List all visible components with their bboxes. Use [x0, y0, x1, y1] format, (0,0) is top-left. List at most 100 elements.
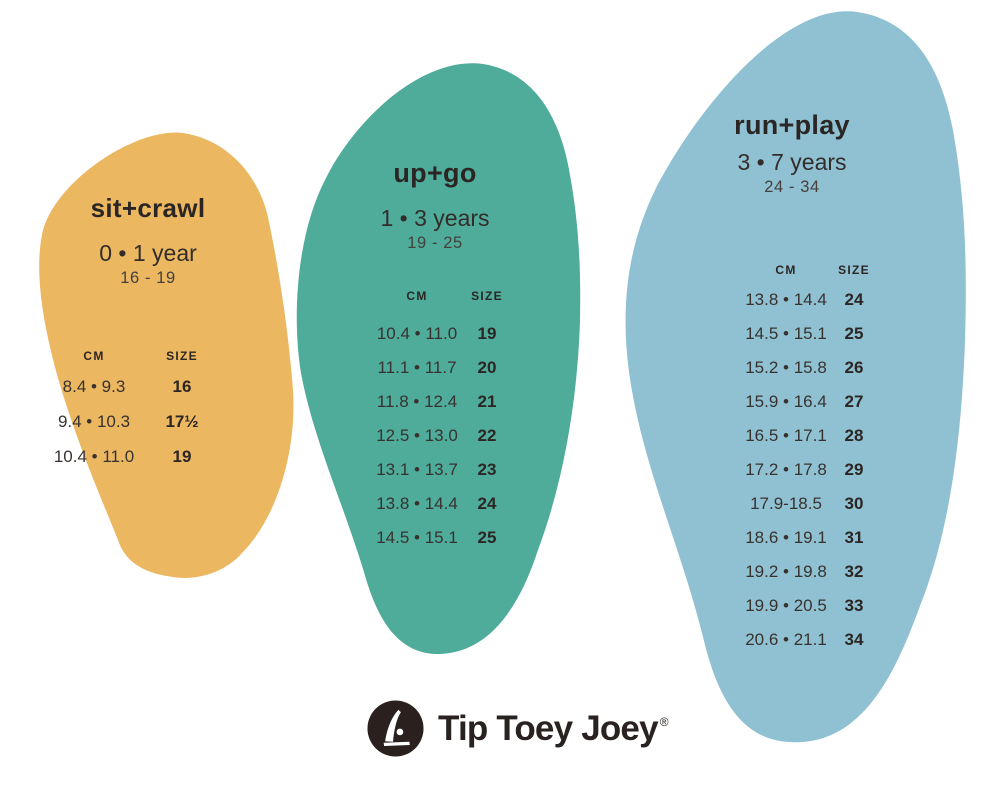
cm-value: 14.5 • 15.1: [745, 324, 827, 343]
size-value: 16: [172, 376, 192, 396]
size-column-header: SIZE: [838, 263, 870, 277]
size-row: 16.5 • 17.1 28: [736, 419, 872, 453]
size-value: 24: [844, 290, 864, 309]
bending-child-icon: [367, 700, 424, 757]
cm-value: 15.9 • 16.4: [745, 392, 827, 411]
size-value: 23: [477, 460, 497, 479]
table-header: CM SIZE: [367, 283, 507, 309]
table-body: 8.4 • 9.3 16 9.4 • 10.3 17½ 10.4 • 11.0 …: [38, 369, 214, 474]
size-row: 9.4 • 10.3 17½: [38, 404, 214, 439]
size-value: 24: [477, 494, 497, 513]
size-row: 13.8 • 14.4 24: [367, 487, 507, 521]
cm-value: 17.9-18.5: [750, 494, 822, 513]
cm-column-header: CM: [406, 289, 428, 303]
table-body: 10.4 • 11.0 19 11.1 • 11.7 20 11.8 • 12.…: [367, 317, 507, 555]
cm-value: 13.1 • 13.7: [376, 460, 458, 479]
footprint-shape-up-go: [296, 63, 581, 655]
size-row: 11.8 • 12.4 21: [367, 385, 507, 419]
cm-value: 19.2 • 19.8: [745, 562, 827, 581]
size-table: CM SIZE 8.4 • 9.3 16 9.4 • 10.3 17½: [38, 343, 214, 474]
group-header: up+go 1 • 3 years 19 - 25: [288, 158, 582, 254]
size-row: 8.4 • 9.3 16: [38, 369, 214, 404]
brand-footer: Tip Toey Joey ®: [366, 699, 669, 766]
size-table: CM SIZE 13.8 • 14.4 24 14.5 • 15.1 25: [736, 257, 872, 657]
cm-value: 10.4 • 11.0: [376, 324, 458, 343]
size-column-header: SIZE: [166, 349, 198, 363]
size-row: 11.1 • 11.7 20: [367, 351, 507, 385]
size-value: 22: [477, 426, 497, 445]
group-title: sit+crawl: [90, 193, 206, 223]
size-row: 18.6 • 19.1 31: [736, 521, 872, 555]
footprint-run-play: run+play 3 • 7 years 24 - 34 CM SIZE 13.…: [612, 6, 968, 748]
size-value: 21: [477, 392, 497, 411]
group-size-range: 24 - 34: [764, 178, 820, 196]
size-value: 29: [844, 460, 864, 479]
size-row: 14.5 • 15.1 25: [367, 521, 507, 555]
size-row: 13.1 • 13.7 23: [367, 453, 507, 487]
group-size-range: 16 - 19: [120, 269, 176, 287]
size-row: 17.9-18.5 30: [736, 487, 872, 521]
size-value: 19: [477, 324, 497, 343]
group-age: 3 • 7 years: [737, 149, 847, 175]
table-header: CM SIZE: [38, 343, 214, 369]
table-header: CM SIZE: [736, 257, 872, 283]
size-column-header: SIZE: [471, 289, 503, 303]
size-row: 15.9 • 16.4 27: [736, 385, 872, 419]
group-age: 0 • 1 year: [99, 240, 197, 266]
footprint-shape-sit-crawl: [39, 132, 294, 578]
cm-value: 15.2 • 15.8: [745, 358, 827, 377]
cm-value: 16.5 • 17.1: [745, 426, 827, 445]
size-row: 13.8 • 14.4 24: [736, 283, 872, 317]
group-age: 1 • 3 years: [380, 205, 490, 231]
size-value: 34: [844, 630, 864, 649]
size-table: CM SIZE 10.4 • 11.0 19 11.1 • 11.7 20: [367, 283, 507, 555]
group-title: run+play: [734, 110, 850, 140]
group-header: sit+crawl 0 • 1 year 16 - 19: [0, 193, 300, 289]
size-value: 26: [844, 358, 864, 377]
size-value: 20: [477, 358, 497, 377]
size-value: 33: [844, 596, 864, 615]
table-body: 13.8 • 14.4 24 14.5 • 15.1 25 15.2 • 15.…: [736, 283, 872, 657]
footprint-shape-run-play: [625, 11, 966, 743]
size-value: 32: [844, 562, 864, 581]
group-header: run+play 3 • 7 years 24 - 34: [616, 110, 968, 198]
size-row: 15.2 • 15.8 26: [736, 351, 872, 385]
footprint-sit-crawl: sit+crawl 0 • 1 year 16 - 19 CM SIZE 8.4…: [30, 125, 300, 585]
size-row: 19.2 • 19.8 32: [736, 555, 872, 589]
cm-value: 13.8 • 14.4: [745, 290, 827, 309]
cm-value: 19.9 • 20.5: [745, 596, 827, 615]
registered-mark: ®: [659, 715, 669, 729]
cm-value: 9.4 • 10.3: [57, 411, 131, 431]
size-row: 14.5 • 15.1 25: [736, 317, 872, 351]
cm-value: 13.8 • 14.4: [376, 494, 458, 513]
footprint-up-go: up+go 1 • 3 years 19 - 25 CM SIZE 10.4 •…: [288, 60, 582, 660]
size-row: 12.5 • 13.0 22: [367, 419, 507, 453]
size-row: 17.2 • 17.8 29: [736, 453, 872, 487]
cm-value: 11.1 • 11.7: [377, 358, 457, 377]
brand-name-text: Tip Toey Joey: [438, 709, 659, 748]
size-row: 10.4 • 11.0 19: [38, 439, 214, 474]
group-title: up+go: [393, 158, 477, 188]
size-value: 25: [844, 324, 864, 343]
cm-value: 12.5 • 13.0: [376, 426, 458, 445]
size-value: 27: [844, 392, 864, 411]
size-value: 25: [477, 528, 497, 547]
cm-value: 10.4 • 11.0: [53, 446, 135, 466]
cm-value: 14.5 • 15.1: [376, 528, 458, 547]
size-value: 30: [844, 494, 864, 513]
size-value: 17½: [165, 411, 199, 431]
cm-value: 20.6 • 21.1: [745, 630, 827, 649]
group-size-range: 19 - 25: [407, 234, 463, 252]
size-row: 19.9 • 20.5 33: [736, 589, 872, 623]
brand-wordmark: Tip Toey Joey ®: [438, 699, 669, 766]
cm-column-header: CM: [775, 263, 797, 277]
size-value: 19: [172, 446, 192, 466]
cm-value: 11.8 • 12.4: [376, 392, 458, 411]
size-row: 20.6 • 21.1 34: [736, 623, 872, 657]
size-value: 31: [844, 528, 864, 547]
cm-column-header: CM: [83, 349, 105, 363]
size-value: 28: [844, 426, 864, 445]
cm-value: 17.2 • 17.8: [745, 460, 827, 479]
cm-value: 18.6 • 19.1: [745, 528, 827, 547]
